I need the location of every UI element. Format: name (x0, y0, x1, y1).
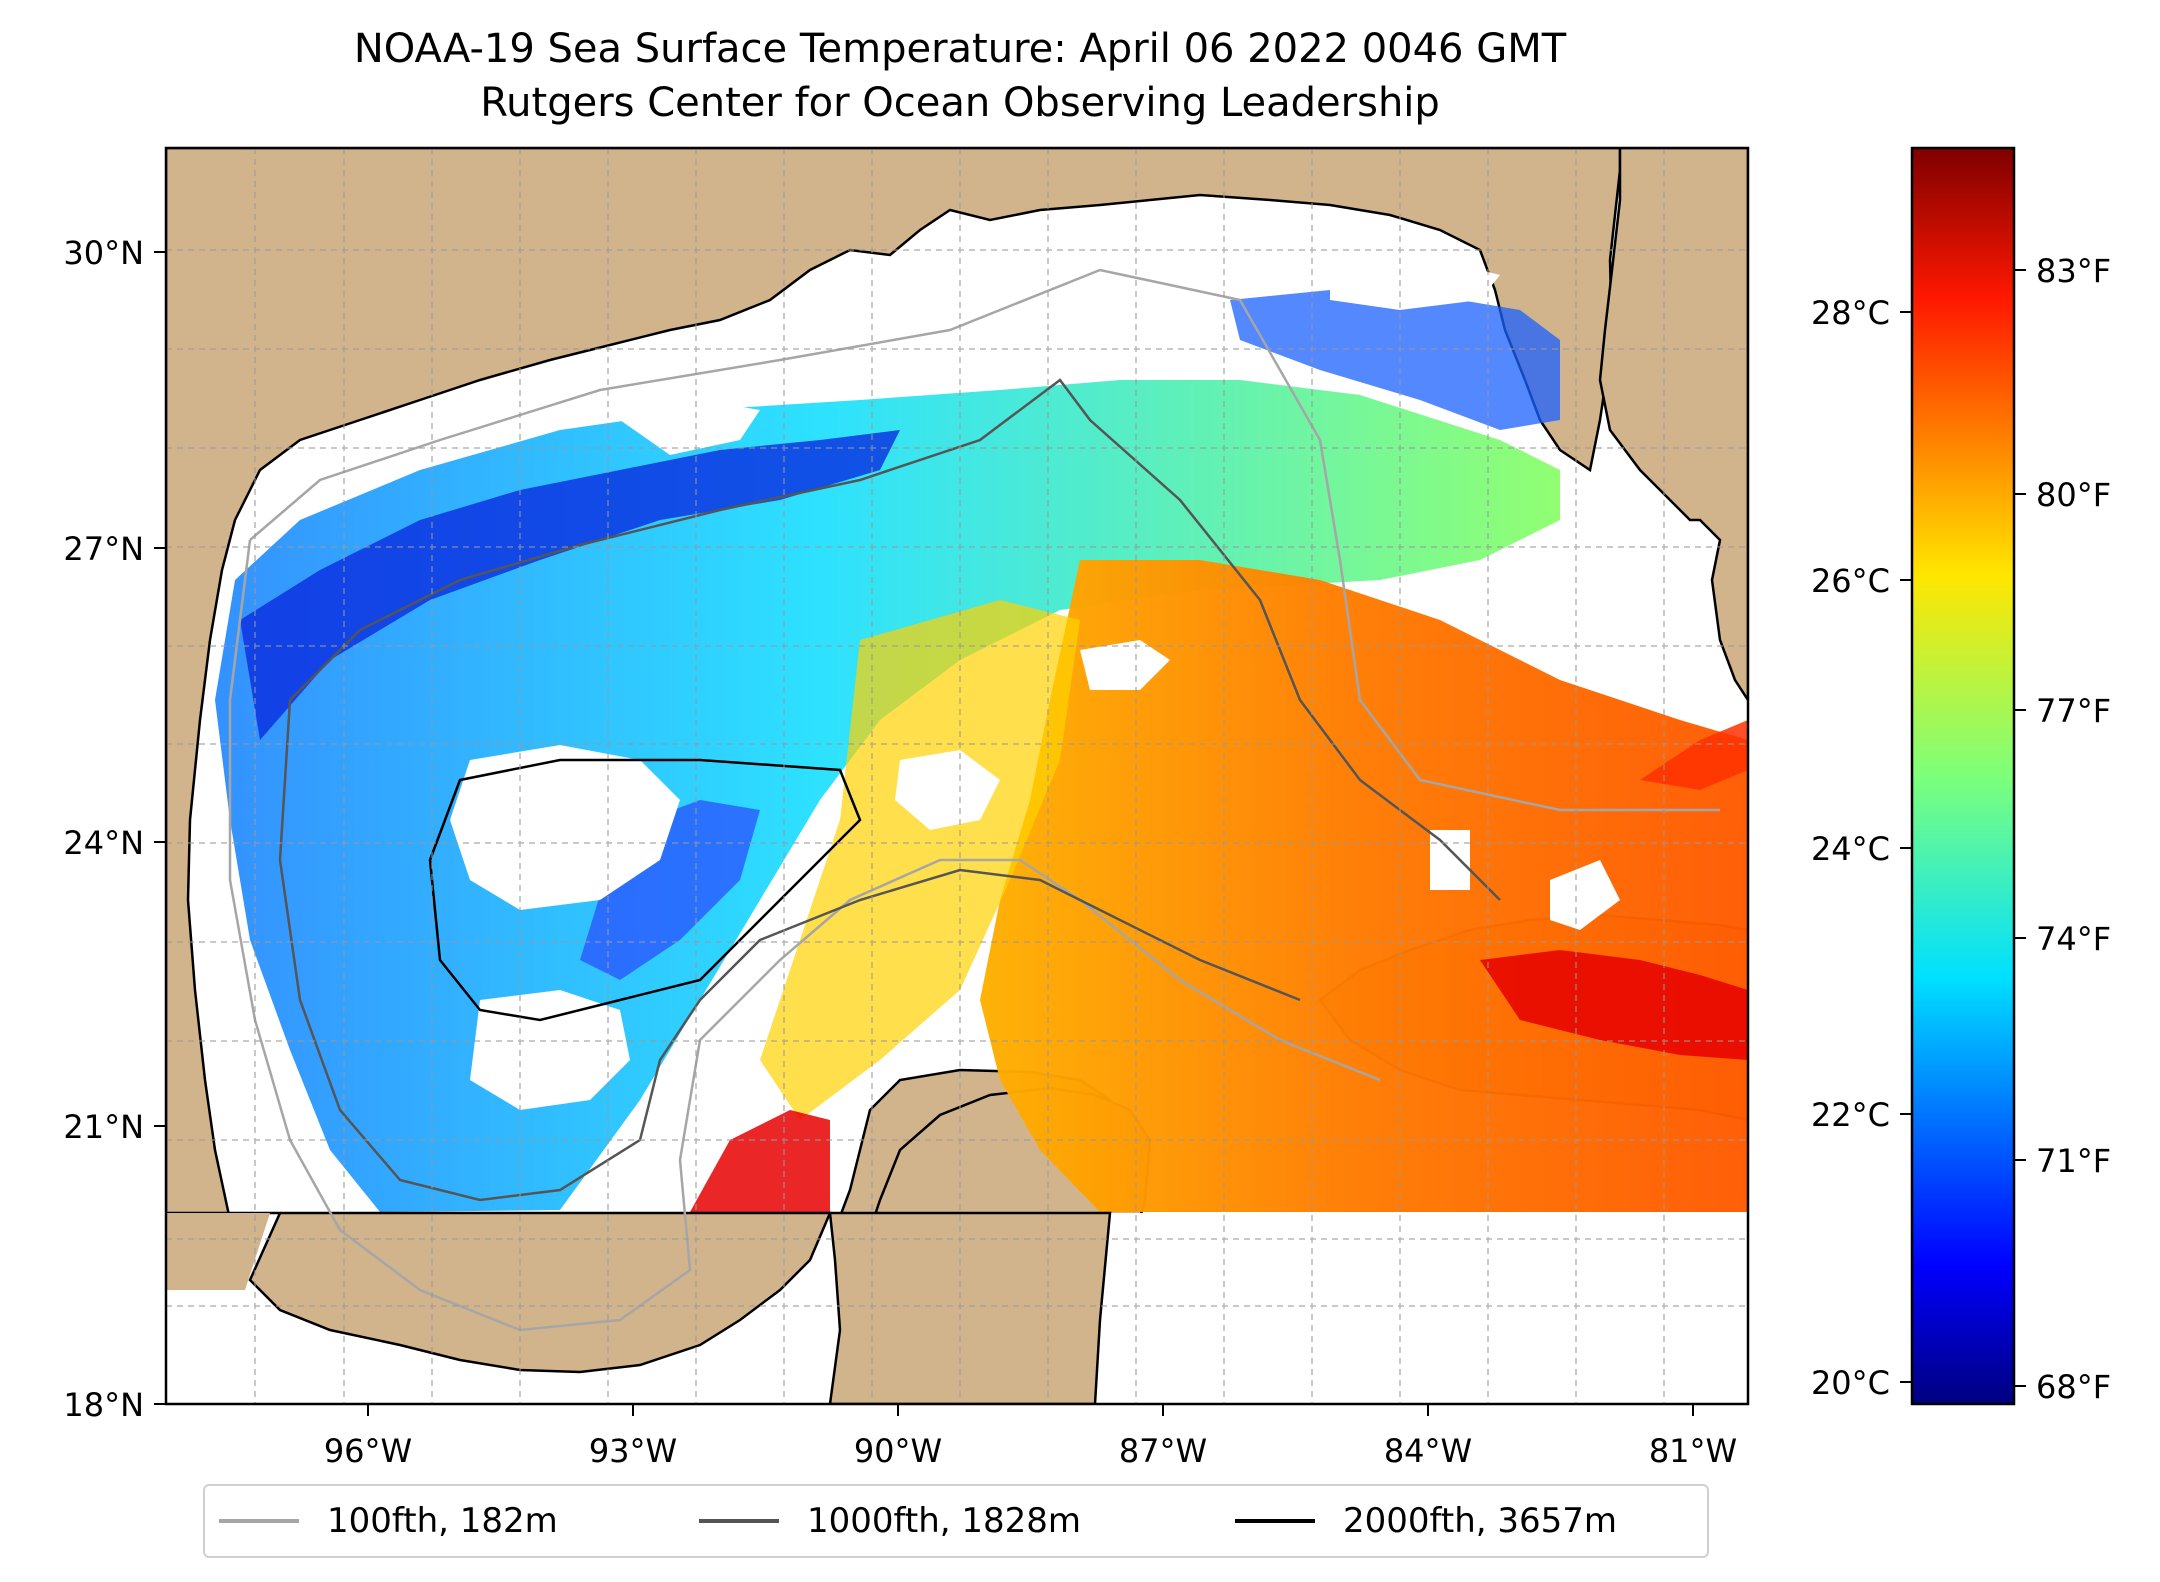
contour-1000fth (278, 378, 1501, 1202)
lon-tick-label: 84°W (1384, 1432, 1472, 1470)
legend-item-2000fth: 2000fth, 3657m (1235, 1486, 1617, 1556)
colorbar-celsius-label: 28°C (1811, 294, 1890, 332)
lat-tick-label: 18°N (63, 1386, 144, 1424)
contour-100fth (228, 268, 1720, 1332)
land-west-strip (166, 1213, 270, 1290)
colorbar-ticks (1900, 269, 2026, 1387)
lon-tick-label: 93°W (589, 1432, 677, 1470)
legend-line-swatch (219, 1519, 299, 1523)
lon-tick-label: 96°W (324, 1432, 412, 1470)
map-frame (164, 146, 1750, 1406)
colorbar-celsius-label: 20°C (1811, 1364, 1890, 1402)
land-mexico-south (166, 1211, 832, 1374)
legend-label: 2000fth, 3657m (1343, 1501, 1618, 1541)
legend-label: 1000fth, 1828m (807, 1501, 1082, 1541)
lon-tick-label: 90°W (854, 1432, 942, 1470)
lon-tick-label: 87°W (1119, 1432, 1207, 1470)
colorbar-fahrenheit-label: 77°F (2036, 692, 2111, 730)
lat-tick-label: 27°N (63, 530, 144, 568)
colorbar-fahrenheit-label: 71°F (2036, 1142, 2111, 1180)
axis-ticks (154, 251, 1694, 1416)
colorbar-celsius-label: 22°C (1811, 1096, 1890, 1134)
lat-tick-label: 24°N (63, 824, 144, 862)
legend-line-swatch (699, 1519, 779, 1523)
map-subtitle: Rutgers Center for Ocean Observing Leade… (480, 80, 1440, 126)
land-florida (1598, 148, 1748, 703)
lat-tick-label: 30°N (63, 234, 144, 272)
map-title: NOAA-19 Sea Surface Temperature: April 0… (353, 26, 1567, 72)
map-area (166, 148, 1748, 1404)
gridlines (166, 148, 1748, 1404)
colorbar-celsius-label: 26°C (1811, 562, 1890, 600)
land-north-us (166, 148, 1622, 1404)
colorbar (1910, 146, 2016, 1406)
legend-item-100fth: 100fth, 182m (219, 1486, 558, 1556)
legend-label: 100fth, 182m (327, 1501, 558, 1541)
lat-tick-label: 21°N (63, 1108, 144, 1146)
legend-item-1000fth: 1000fth, 1828m (699, 1486, 1081, 1556)
contour-2000fth (428, 758, 862, 1022)
land-yucatan-south (828, 1211, 1112, 1404)
legend-line-swatch (1235, 1519, 1315, 1523)
colorbar-fahrenheit-label: 68°F (2036, 1368, 2111, 1406)
lon-tick-label: 81°W (1649, 1432, 1737, 1470)
colorbar-celsius-label: 24°C (1811, 830, 1890, 868)
colorbar-fahrenheit-label: 80°F (2036, 476, 2111, 514)
contour-legend: 100fth, 182m 1000fth, 1828m 2000fth, 365… (203, 1484, 1709, 1558)
colorbar-fahrenheit-label: 74°F (2036, 920, 2111, 958)
colorbar-fahrenheit-label: 83°F (2036, 252, 2111, 290)
